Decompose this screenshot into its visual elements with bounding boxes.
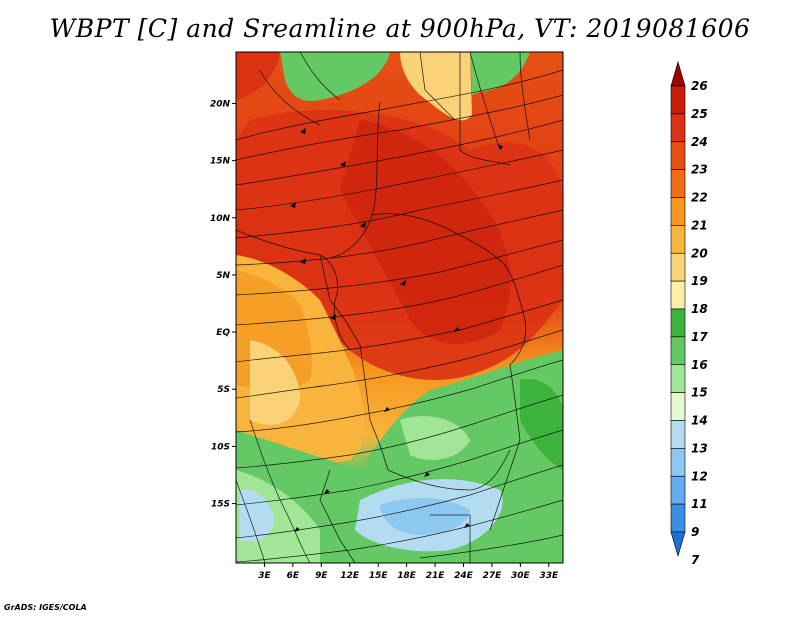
colorbar-label: 11 [691,497,708,511]
colorbar-swatch [670,503,686,533]
colorbar-label: 14 [691,414,708,428]
colorbar-swatch [670,448,686,477]
colorbar-swatch [670,475,686,505]
colorbar-swatch [670,364,686,393]
lon-tick-label: 9E [315,571,328,581]
colorbar-swatch [670,252,686,282]
colorbar-swatch [670,392,686,421]
lon-tick-label: 27E [483,571,503,581]
colorbar-label: 22 [691,191,708,205]
lon-tick-label: 15E [369,571,389,581]
colorbar-swatch [670,280,686,310]
lon-tick-label: 3E [258,571,271,581]
map-frame [235,51,564,564]
lon-tick-label: 12E [340,571,360,581]
colorbar-top-arrow [670,60,686,87]
colorbar-label: 24 [691,135,708,149]
lon-tick-label: 6E [287,571,300,581]
colorbar-swatch [670,308,686,338]
colorbar-label: 18 [691,302,708,316]
colorbar-swatch [670,336,686,366]
colorbar-swatch [670,141,686,170]
colorbar-swatch [670,113,686,143]
colorbar-swatch [670,225,686,254]
lat-tick-label: 15N [210,157,231,167]
colorbar-swatch [670,85,686,115]
lon-tick-label: 33E [539,571,559,581]
lon-tick-label: 24E [454,571,474,581]
lat-tick-label: 5S [217,385,230,395]
colorbar-bottom-arrow [670,531,686,558]
chart-title: WBPT [C] and Sreamline at 900hPa, VT: 20… [49,14,751,43]
latitude-axis: 20N 15N 10N 5N EQ 5S 10S 15S [210,99,236,510]
lat-tick-label: 10N [210,214,231,224]
lon-tick-label: 18E [397,571,417,581]
colorbar-label: 23 [691,163,708,177]
colorbar-label: 9 [691,525,699,539]
colorbar-label: 25 [691,107,708,121]
colorbar-label: 21 [691,218,708,232]
colorbar-swatch [670,169,686,198]
colorbar-label: 16 [691,358,708,372]
colorbar-label: 15 [691,386,708,400]
colorbar-label: 17 [691,330,708,344]
colorbar-label: 20 [691,246,708,260]
lat-tick-label: 15S [211,500,230,510]
colorbar-label: 26 [691,79,708,93]
colorbar-label: 19 [691,274,708,288]
lon-tick-label: 21E [426,571,446,581]
wbpt-field [236,52,563,563]
colorbar-swatch [670,420,686,449]
lon-tick-label: 30E [511,571,531,581]
colorbar-label: 12 [691,469,708,483]
lat-tick-label: EQ [216,328,230,338]
lat-tick-label: 10S [211,442,230,452]
colorbar-label: 13 [691,441,708,455]
colorbar-swatch [670,197,686,226]
colorbar: 26 25 24 23 22 21 20 19 18 17 16 15 14 13 12 11 9 7 [670,60,708,567]
lat-tick-label: 20N [210,99,231,109]
credit-text: GrADS: IGES/COLA [4,603,87,612]
longitude-axis: 3E 6E 9E 12E 15E 18E 21E 24E 27E 30E 33E [258,563,559,581]
colorbar-label: 7 [691,553,700,567]
lat-tick-label: 5N [216,271,230,281]
